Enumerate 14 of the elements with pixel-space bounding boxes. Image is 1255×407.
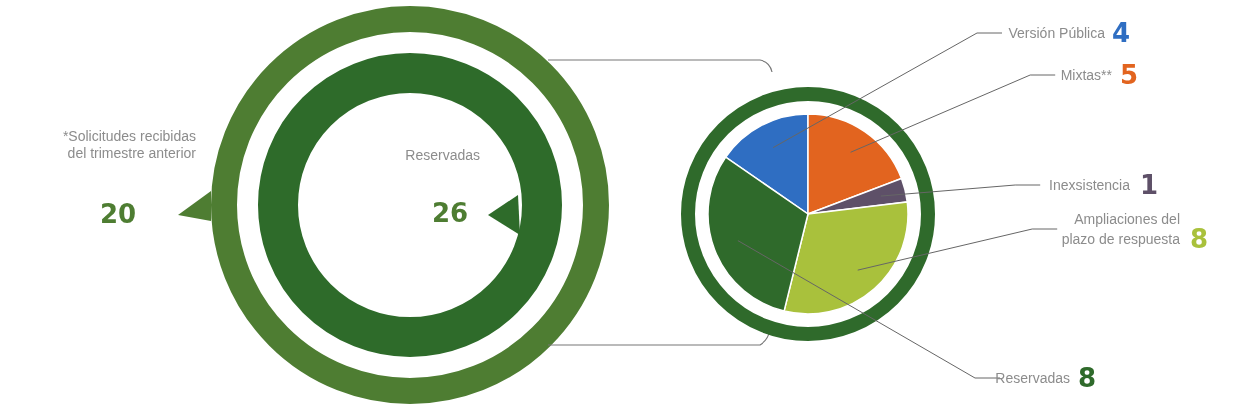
slice-label: Ampliaciones del plazo de respuesta [1061, 211, 1181, 247]
text: 26 [431, 198, 469, 228]
text: *Solicitudes recibidas del trimestre anterior [62, 128, 197, 161]
data-label: 1 [1140, 170, 1159, 200]
slice-label: Inexsistencia [1049, 177, 1131, 193]
data-label: 5 [1120, 60, 1139, 90]
slice-label: Versión Pública [1008, 25, 1106, 41]
slice-label: Reservadas [995, 370, 1070, 386]
text: Reservadas [405, 147, 480, 163]
data-label: 4 [1112, 18, 1131, 48]
data-label: 8 [1078, 363, 1097, 393]
text: 20 [99, 199, 137, 229]
slice-label: Mixtas** [1060, 67, 1113, 83]
data-label: 8 [1190, 224, 1209, 254]
